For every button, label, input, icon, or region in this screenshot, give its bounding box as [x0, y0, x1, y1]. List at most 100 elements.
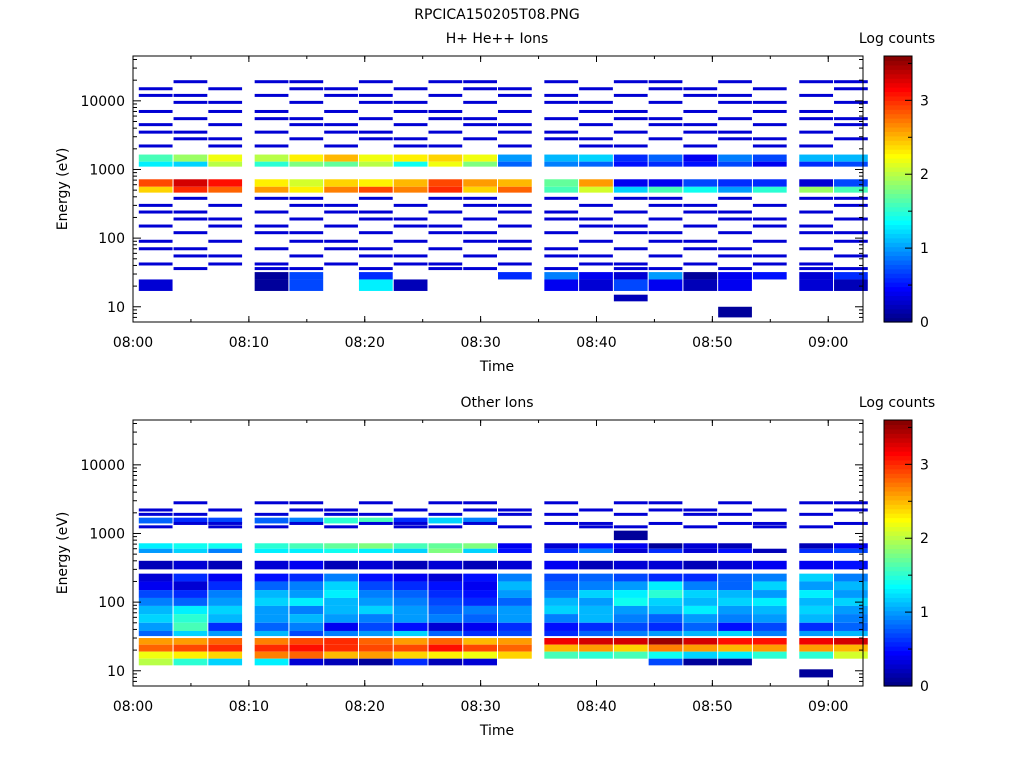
heatmap-cell — [544, 622, 579, 631]
heatmap-cell — [683, 93, 718, 97]
heatmap-cell — [463, 622, 497, 631]
colorbar-swatch — [884, 268, 912, 274]
colorbar-swatch — [884, 237, 912, 243]
heatmap-cell — [208, 548, 243, 553]
heatmap-cell — [498, 508, 532, 512]
heatmap-cell — [358, 543, 393, 549]
heatmap-cell — [544, 279, 579, 291]
heatmap-cell — [358, 100, 393, 104]
colorbar-swatch — [884, 64, 912, 70]
heatmap-cell — [208, 581, 243, 591]
heatmap-cell — [718, 548, 752, 553]
heatmap-cell — [579, 651, 613, 659]
heatmap-cell — [579, 137, 613, 141]
heatmap-cell — [579, 560, 613, 570]
y-tick-label: 1000 — [89, 162, 125, 178]
heatmap-cell — [208, 100, 243, 104]
heatmap-cell — [579, 186, 613, 193]
heatmap-cell — [208, 161, 243, 167]
heatmap-cell — [834, 622, 868, 631]
heatmap-cell — [648, 100, 683, 104]
heatmap-cell — [544, 630, 579, 637]
heatmap-cell — [718, 512, 752, 516]
heatmap-cell — [613, 573, 648, 582]
x-tick-label: 08:40 — [576, 335, 616, 351]
heatmap-cell — [579, 508, 613, 512]
heatmap-cell — [254, 154, 289, 162]
heatmap-cell — [254, 548, 289, 553]
heatmap-cell — [683, 154, 718, 162]
heatmap-cell — [683, 525, 718, 529]
heatmap-cell — [173, 644, 208, 652]
colorbar-swatch — [884, 100, 912, 106]
y-axis-label: Energy (eV) — [55, 512, 71, 595]
heatmap-cell — [648, 605, 683, 615]
colorbar-swatch — [884, 677, 912, 683]
heatmap-cell — [428, 161, 463, 167]
heatmap-cell — [173, 521, 208, 525]
heatmap-cell — [208, 179, 243, 187]
colorbar-swatch — [884, 286, 912, 292]
heatmap-cell — [463, 196, 497, 200]
heatmap-cell — [613, 231, 648, 235]
colorbar-swatch — [884, 530, 912, 536]
heatmap-cell — [613, 262, 648, 266]
heatmap-cell — [254, 581, 289, 591]
colorbar-swatch — [884, 122, 912, 128]
heatmap-cell — [173, 517, 208, 524]
heatmap-cell — [358, 501, 393, 505]
heatmap-cell — [254, 117, 289, 121]
heatmap-cell — [683, 130, 718, 134]
heatmap-cell — [173, 267, 208, 271]
heatmap-cell — [613, 130, 648, 134]
heatmap-cell — [834, 651, 868, 659]
heatmap-cell — [138, 279, 173, 291]
heatmap-cell — [799, 210, 834, 214]
heatmap-cell — [718, 154, 752, 162]
y-tick-label: 100 — [98, 231, 125, 247]
heatmap-cell — [208, 262, 243, 266]
heatmap-cell — [463, 597, 497, 606]
plot-frame — [132, 55, 864, 323]
heatmap-cell — [579, 525, 613, 529]
heatmap-cell — [613, 80, 648, 84]
heatmap-cell — [393, 644, 428, 652]
colorbar-swatch — [884, 597, 912, 603]
heatmap-cell — [254, 605, 289, 615]
colorbar-swatch — [884, 681, 912, 687]
heatmap-cell — [324, 581, 358, 591]
heatmap-cell — [498, 525, 532, 529]
heatmap-cell — [324, 210, 358, 214]
heatmap-cell — [428, 543, 463, 549]
heatmap-cell — [498, 543, 532, 549]
colorbar-swatch — [884, 623, 912, 629]
heatmap-cell — [173, 573, 208, 582]
colorbar-swatch — [884, 180, 912, 186]
heatmap-cell — [498, 560, 532, 570]
heatmap-cell — [393, 543, 428, 549]
heatmap-cell — [358, 521, 393, 525]
colorbar-swatch — [884, 513, 912, 519]
heatmap-cell — [718, 638, 752, 645]
heatmap-cell — [428, 517, 463, 524]
heatmap-cell — [683, 614, 718, 623]
heatmap-cell — [498, 512, 532, 516]
heatmap-cell — [289, 161, 324, 167]
heatmap-cell — [173, 605, 208, 615]
heatmap-cell — [324, 630, 358, 637]
heatmap-cell — [718, 651, 752, 659]
heatmap-cell — [648, 581, 683, 591]
heatmap-cell — [752, 638, 787, 645]
heatmap-cell — [208, 590, 243, 598]
colorbar-swatch — [884, 166, 912, 172]
heatmap-cell — [579, 573, 613, 582]
heatmap-cell — [498, 651, 532, 659]
heatmap-cell — [752, 217, 787, 221]
heatmap-cell — [498, 130, 532, 134]
heatmap-cell — [289, 254, 324, 258]
heatmap-cell — [393, 123, 428, 127]
heatmap-cell — [393, 614, 428, 623]
colorbar-swatch — [884, 211, 912, 217]
heatmap-cell — [428, 130, 463, 134]
heatmap-cell — [579, 87, 613, 91]
